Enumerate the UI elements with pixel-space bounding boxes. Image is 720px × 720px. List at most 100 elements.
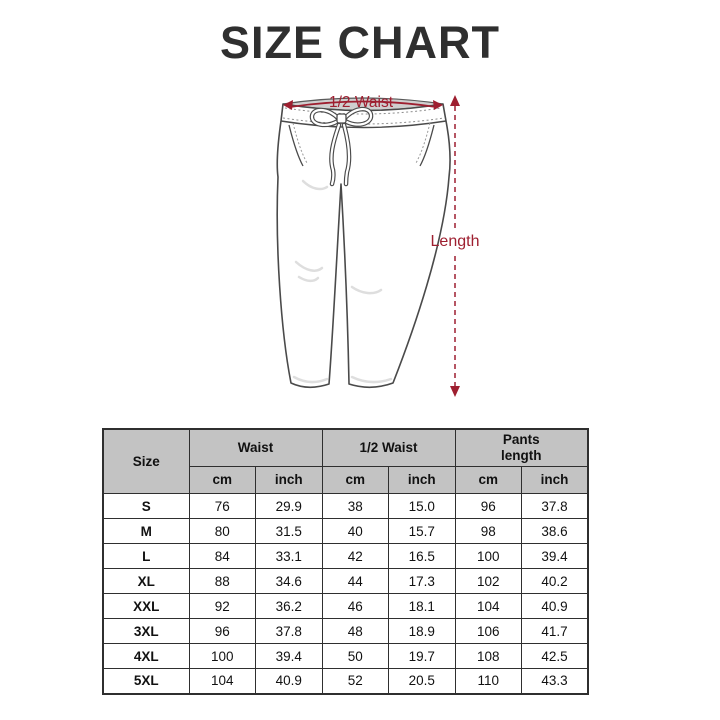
value-cell: 43.3 [521, 668, 589, 694]
length-annotation: Length [431, 95, 480, 397]
table-row: XXL 92 36.2 46 18.1 104 40.9 [102, 593, 589, 619]
table-row: M 80 31.5 40 15.7 98 38.6 [102, 518, 589, 544]
value-cell: 104 [188, 668, 256, 694]
value-cell: 96 [188, 618, 256, 644]
size-table-header: Size Waist 1/2 Waist Pants length cm inc… [102, 428, 589, 494]
value-cell: 108 [454, 643, 523, 669]
col-header-half-waist: 1/2 Waist [321, 428, 456, 467]
value-cell: 104 [454, 593, 523, 619]
value-cell: 76 [188, 493, 256, 519]
page-title: SIZE CHART [220, 17, 500, 68]
value-cell: 96 [454, 493, 523, 519]
col-header-pants-length: Pants length [454, 428, 589, 467]
value-cell: 16.5 [388, 543, 456, 569]
right-arrowhead-icon [433, 100, 443, 110]
value-cell: 37.8 [521, 493, 589, 519]
group-header-row: Size Waist 1/2 Waist Pants length [102, 428, 589, 494]
value-cell: 40 [321, 518, 390, 544]
value-cell: 19.7 [388, 643, 456, 669]
value-cell: 46 [321, 593, 390, 619]
value-cell: 39.4 [521, 543, 589, 569]
unit-header-cm: cm [454, 466, 523, 494]
size-cell: M [102, 518, 190, 544]
value-cell: 18.9 [388, 618, 456, 644]
value-cell: 34.6 [255, 568, 323, 594]
value-cell: 106 [454, 618, 523, 644]
unit-header-cm: cm [321, 466, 390, 494]
fabric-shading [292, 179, 393, 384]
value-cell: 80 [188, 518, 256, 544]
size-cell: L [102, 543, 190, 569]
waistband-stitching-top [284, 107, 442, 115]
value-cell: 41.7 [521, 618, 589, 644]
value-cell: 29.9 [255, 493, 323, 519]
half-waist-label: 1/2 Waist [329, 94, 394, 111]
value-cell: 31.5 [255, 518, 323, 544]
value-cell: 15.7 [388, 518, 456, 544]
unit-header-cm: cm [188, 466, 256, 494]
value-cell: 48 [321, 618, 390, 644]
value-cell: 18.1 [388, 593, 456, 619]
half-waist-arrow [289, 100, 437, 108]
drawstring-knot [336, 113, 347, 124]
size-cell: 4XL [102, 643, 190, 669]
table-row: S 76 29.9 38 15.0 96 37.8 [102, 493, 589, 519]
down-arrowhead-icon [450, 386, 460, 397]
value-cell: 92 [188, 593, 256, 619]
table-row: XL 88 34.6 44 17.3 102 40.2 [102, 568, 589, 594]
unit-header-inch: inch [521, 466, 589, 494]
half-waist-annotation: 1/2 Waist [283, 94, 443, 111]
value-cell: 38.6 [521, 518, 589, 544]
size-cell: S [102, 493, 190, 519]
waistband-stitching-bottom [282, 117, 445, 125]
left-arrowhead-icon [283, 100, 293, 110]
table-row: 4XL 100 39.4 50 19.7 108 42.5 [102, 643, 589, 669]
right-pocket-seam [419, 124, 435, 167]
table-row: L 84 33.1 42 16.5 100 39.4 [102, 543, 589, 569]
value-cell: 98 [454, 518, 523, 544]
value-cell: 17.3 [388, 568, 456, 594]
left-pocket-seam [288, 124, 304, 167]
value-cell: 38 [321, 493, 390, 519]
unit-header-row: cm inch cm inch cm inch [103, 466, 589, 494]
value-cell: 100 [188, 643, 256, 669]
length-label: Length [431, 233, 480, 250]
size-table-body: S 76 29.9 38 15.0 96 37.8 M 80 31.5 40 15.7 98 38.6 L 8… [102, 493, 589, 694]
value-cell: 40.9 [255, 668, 323, 694]
drawstring [309, 106, 374, 187]
value-cell: 50 [321, 643, 390, 669]
size-cell: 3XL [102, 618, 190, 644]
col-header-waist: Waist [188, 428, 323, 467]
value-cell: 52 [321, 668, 390, 694]
size-cell: 5XL [102, 668, 190, 694]
unit-header-inch: inch [388, 466, 456, 494]
size-cell: XXL [102, 593, 190, 619]
col-header-size: Size [102, 428, 190, 494]
value-cell: 33.1 [255, 543, 323, 569]
unit-header-inch: inch [255, 466, 323, 494]
value-cell: 36.2 [255, 593, 323, 619]
value-cell: 44 [321, 568, 390, 594]
pants-body-outline [276, 103, 451, 389]
size-cell: XL [102, 568, 190, 594]
value-cell: 110 [454, 668, 523, 694]
pants-diagram: 1/2 Waist Length [276, 94, 480, 397]
value-cell: 102 [454, 568, 523, 594]
value-cell: 15.0 [388, 493, 456, 519]
up-arrowhead-icon [450, 95, 460, 106]
value-cell: 39.4 [255, 643, 323, 669]
value-cell: 100 [454, 543, 523, 569]
value-cell: 37.8 [255, 618, 323, 644]
value-cell: 84 [188, 543, 256, 569]
value-cell: 42 [321, 543, 390, 569]
value-cell: 88 [188, 568, 256, 594]
value-cell: 42.5 [521, 643, 589, 669]
value-cell: 40.2 [521, 568, 589, 594]
value-cell: 40.9 [521, 593, 589, 619]
table-row: 5XL 104 40.9 52 20.5 110 43.3 [102, 668, 589, 694]
waistband-seam [280, 120, 447, 129]
value-cell: 20.5 [388, 668, 456, 694]
size-table: Size Waist 1/2 Waist Pants length cm inc… [102, 428, 590, 695]
table-row: 3XL 96 37.8 48 18.9 106 41.7 [102, 618, 589, 644]
